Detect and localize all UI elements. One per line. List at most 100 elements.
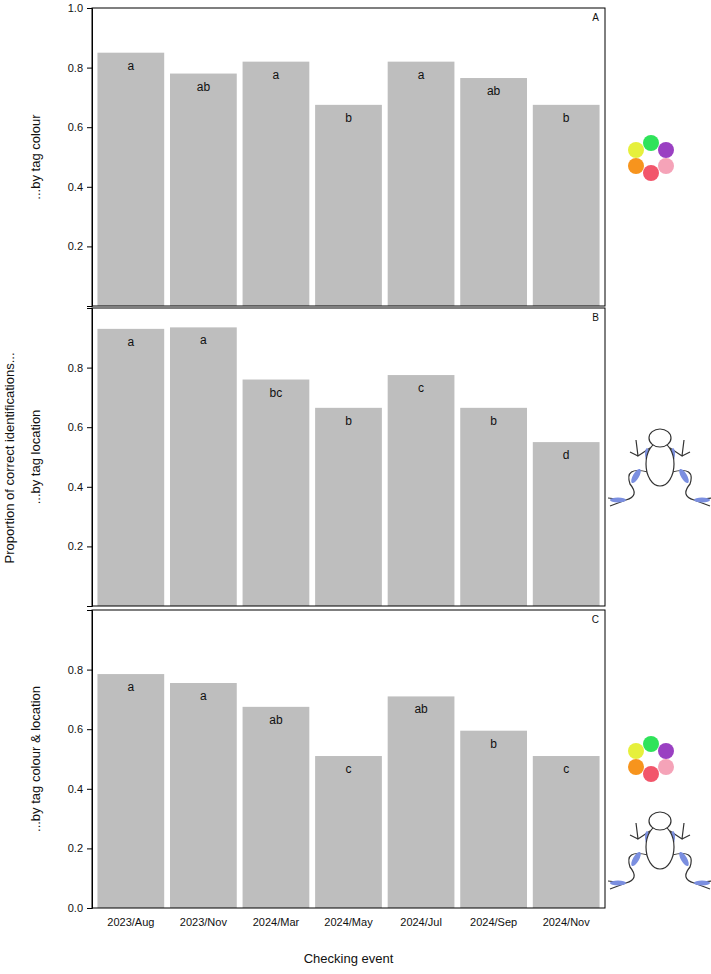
frame: [92, 610, 605, 908]
bar: [460, 731, 527, 908]
y-title: ...by tag location: [28, 410, 43, 505]
y-axis: 0.2 0.4 0.6 0.8 1.0: [68, 2, 93, 306]
panel: aabcbcbd0.20.40.60.8...by tag locationB: [28, 308, 605, 607]
bar: [243, 380, 310, 606]
bar: [460, 408, 527, 606]
y-tick-label: 0.4: [68, 181, 83, 193]
y-tick-label: 0.6: [68, 723, 83, 735]
tag-spot: [694, 881, 710, 886]
y-tick-label: 0.2: [68, 540, 83, 552]
y-tick-mark: [87, 127, 92, 128]
y-tick-mark: [87, 8, 92, 9]
significance-letter: b: [490, 737, 497, 751]
y-tick: 0.8: [68, 362, 92, 374]
y-tick-mark: [87, 848, 92, 849]
bar: [97, 53, 164, 306]
x-tick: 2024/Sep: [470, 908, 517, 928]
y-tick-mark: [87, 546, 92, 547]
bar: [533, 442, 600, 606]
x-tick-label: 2024/Mar: [253, 916, 300, 928]
y-tick-mark: [87, 789, 92, 790]
y-tick: 0.8: [68, 62, 92, 74]
bar: [243, 62, 310, 306]
colour-dot: [658, 142, 674, 158]
frog-head: [649, 429, 671, 447]
y-tick: 0.2: [68, 240, 92, 252]
x-tick-label: 2024/Jul: [400, 916, 442, 928]
frog-leg: [672, 854, 711, 890]
bar: [170, 683, 237, 908]
significance-letter: b: [345, 414, 352, 428]
y-tick: 0.6: [68, 421, 92, 433]
x-title: Checking event: [304, 951, 394, 966]
frog-icon: [608, 812, 711, 889]
tag-spot: [677, 468, 690, 485]
x-tick-label: 2024/May: [324, 916, 373, 928]
figure: Proportion of correct identifications...…: [0, 0, 711, 974]
x-tick-label: 2024/Sep: [470, 916, 517, 928]
frog-leg: [672, 471, 711, 507]
y-tick-mark: [87, 368, 92, 369]
y-tick-mark: [87, 427, 92, 428]
bar: [533, 105, 600, 306]
x-axis: 2023/Aug2023/Nov2024/Mar2024/May2024/Jul…: [107, 908, 590, 928]
y-tick: 0.4: [68, 783, 92, 795]
panel-letter: A: [592, 12, 599, 23]
y-tick-label: 0.8: [68, 362, 83, 374]
y-tick: 0.6: [68, 723, 92, 735]
tag-spot: [677, 851, 690, 868]
y-tick: 0.6: [68, 121, 92, 133]
y-tick-mark: [87, 729, 92, 730]
frog-icon: [608, 429, 711, 506]
colour-dot: [628, 759, 644, 775]
bar: [97, 329, 164, 606]
y-axis: 0.2 0.4 0.6 0.8: [68, 309, 93, 607]
y-axis-line: [87, 9, 93, 307]
significance-letter: a: [273, 68, 280, 82]
significance-letter: b: [345, 111, 352, 125]
y-tick-mark: [87, 187, 92, 188]
bar: [388, 62, 455, 306]
colour-icon: [628, 135, 674, 181]
y-tick-label: 0.6: [68, 421, 83, 433]
significance-letter: a: [200, 333, 207, 347]
y-tick: 0.0: [68, 902, 92, 914]
frog-leg: [608, 471, 648, 507]
y-tick-label: 0.4: [68, 783, 83, 795]
bar: [315, 408, 382, 606]
y-tick-label: 0.0: [68, 902, 83, 914]
x-tick: 2024/May: [324, 908, 373, 928]
bar: [170, 74, 237, 306]
panel-letter: C: [592, 614, 599, 625]
y-tick: 0.2: [68, 842, 92, 854]
y-tick-mark: [87, 670, 92, 671]
y-title: ...by tag colour: [28, 114, 43, 200]
frog-head: [649, 812, 671, 830]
shared-y-title: Proportion of correct identifications...: [2, 353, 17, 564]
significance-letter: c: [346, 762, 352, 776]
x-tick: 2024/Mar: [253, 908, 300, 928]
x-tick: 2024/Jul: [400, 908, 442, 928]
bar: [243, 707, 310, 908]
significance-letter: ab: [197, 80, 211, 94]
y-tick-label: 0.4: [68, 481, 83, 493]
y-tick: 0.4: [68, 181, 92, 193]
y-tick: 0.2: [68, 540, 92, 552]
tag-spot: [610, 498, 626, 503]
panel: aababaabb0.20.40.60.81.0...by tag colour…: [28, 2, 605, 306]
tag-spot: [694, 498, 710, 503]
y-tick: 1.0: [68, 2, 92, 14]
y-tick-label: 0.2: [68, 842, 83, 854]
significance-letter: a: [127, 59, 134, 73]
significance-letter: ab: [269, 713, 283, 727]
significance-letter: b: [490, 414, 497, 428]
significance-letter: c: [563, 762, 569, 776]
bar: [315, 105, 382, 306]
colour-dot: [643, 766, 659, 782]
significance-letter: d: [563, 448, 570, 462]
y-tick-label: 0.2: [68, 240, 83, 252]
colour-dot: [643, 165, 659, 181]
x-tick-label: 2023/Aug: [107, 916, 154, 928]
colour-dot: [643, 736, 659, 752]
x-tick: 2023/Aug: [107, 908, 154, 928]
